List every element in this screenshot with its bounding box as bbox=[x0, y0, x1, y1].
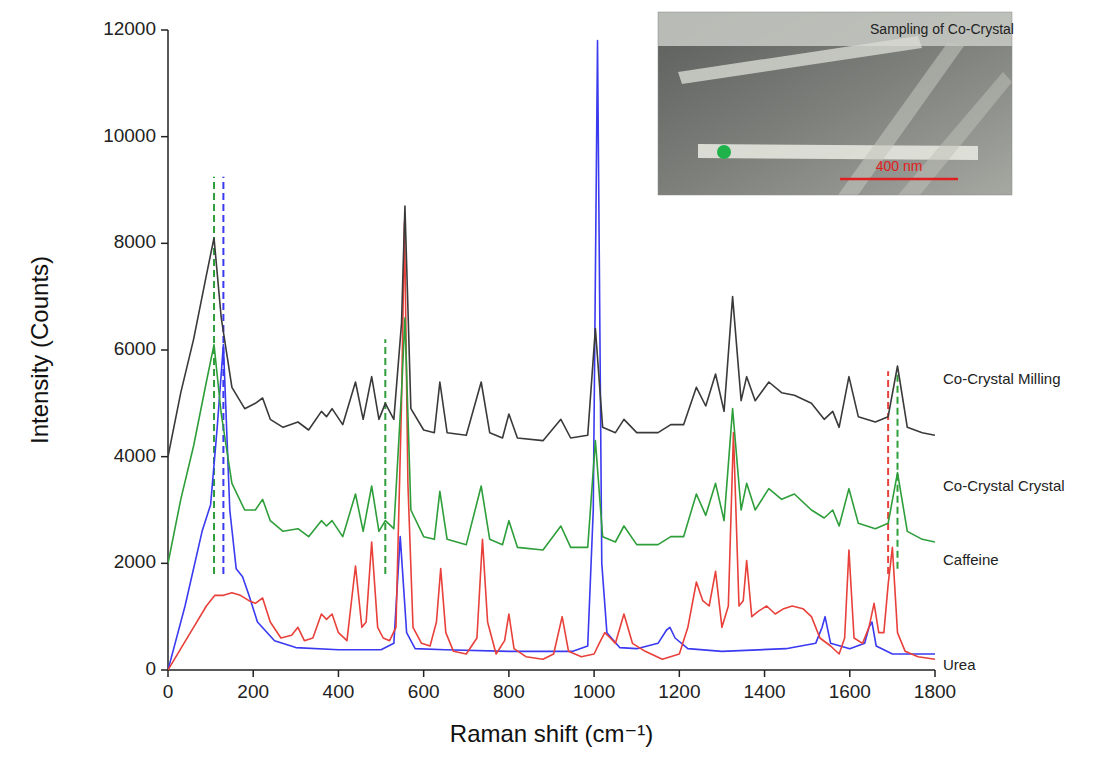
x-tick-label: 200 bbox=[237, 681, 269, 702]
y-tick bbox=[161, 456, 168, 458]
inset: Sampling of Co-Crystal 400 nm bbox=[658, 12, 1014, 195]
series-label: Co-Crystal Milling bbox=[943, 370, 1061, 387]
y-axis-title: Intensity (Counts) bbox=[26, 256, 53, 444]
y-tick bbox=[161, 669, 168, 671]
x-tick-label: 1000 bbox=[573, 681, 615, 702]
y-tick bbox=[161, 243, 168, 245]
x-tick-label: 1600 bbox=[829, 681, 871, 702]
series-labels: Co-Crystal Milling Co-Crystal Crystal Caff… bbox=[943, 370, 1065, 673]
y-tick bbox=[161, 136, 168, 138]
y-tick bbox=[161, 29, 168, 31]
x-tick bbox=[338, 670, 340, 677]
x-tick bbox=[679, 670, 681, 677]
x-tick bbox=[764, 670, 766, 677]
x-tick-label: 600 bbox=[408, 681, 440, 702]
y-tick bbox=[161, 563, 168, 565]
reference-line bbox=[213, 177, 215, 574]
sampling-spot bbox=[717, 145, 731, 159]
reference-line bbox=[887, 371, 889, 574]
x-tick-label: 1800 bbox=[914, 681, 956, 702]
x-tick bbox=[593, 670, 595, 677]
x-tick bbox=[934, 670, 936, 677]
y-tick bbox=[161, 349, 168, 351]
series-label: Urea bbox=[943, 656, 976, 673]
inset-background bbox=[658, 12, 1012, 195]
scale-bar bbox=[840, 178, 958, 181]
x-tick-label: 800 bbox=[493, 681, 525, 702]
series-line bbox=[168, 318, 935, 563]
crystal-needle bbox=[898, 72, 1012, 195]
series-line bbox=[168, 206, 935, 457]
x-tick-label: 400 bbox=[323, 681, 355, 702]
reference-line bbox=[897, 371, 899, 568]
inset-title: Sampling of Co-Crystal bbox=[870, 21, 1014, 37]
y-tick-label: 2000 bbox=[114, 551, 156, 572]
y-tick-label: 6000 bbox=[114, 338, 156, 359]
inset-image bbox=[658, 12, 1012, 195]
y-tick-label: 0 bbox=[145, 658, 156, 679]
x-tick-label: 1200 bbox=[658, 681, 700, 702]
x-tick-label: 0 bbox=[163, 681, 174, 702]
x-tick bbox=[423, 670, 425, 677]
x-tick-label: 1400 bbox=[743, 681, 785, 702]
x-axis-line bbox=[168, 669, 935, 671]
inset-frame bbox=[658, 12, 1012, 195]
x-tick bbox=[167, 670, 169, 677]
x-tick bbox=[252, 670, 254, 677]
y-tick-label: 4000 bbox=[114, 445, 156, 466]
y-tick-label: 12000 bbox=[103, 18, 156, 39]
y-tick-label: 8000 bbox=[114, 231, 156, 252]
crystal-needle bbox=[678, 36, 922, 84]
series-label: Caffeine bbox=[943, 551, 999, 568]
series-line bbox=[168, 222, 935, 670]
crystal-needle bbox=[838, 42, 964, 195]
reference-line bbox=[384, 339, 386, 574]
x-tick bbox=[508, 670, 510, 677]
y-tick-label: 10000 bbox=[103, 125, 156, 146]
series-label: Co-Crystal Crystal bbox=[943, 477, 1065, 494]
x-axis-title: Raman shift (cm⁻¹) bbox=[450, 720, 653, 747]
chart: 0 2000 4000 6000 8000 10000 12000 0 200 400 600 800… bbox=[0, 0, 1106, 776]
x-tick bbox=[849, 670, 851, 677]
scale-label: 400 nm bbox=[876, 158, 923, 174]
